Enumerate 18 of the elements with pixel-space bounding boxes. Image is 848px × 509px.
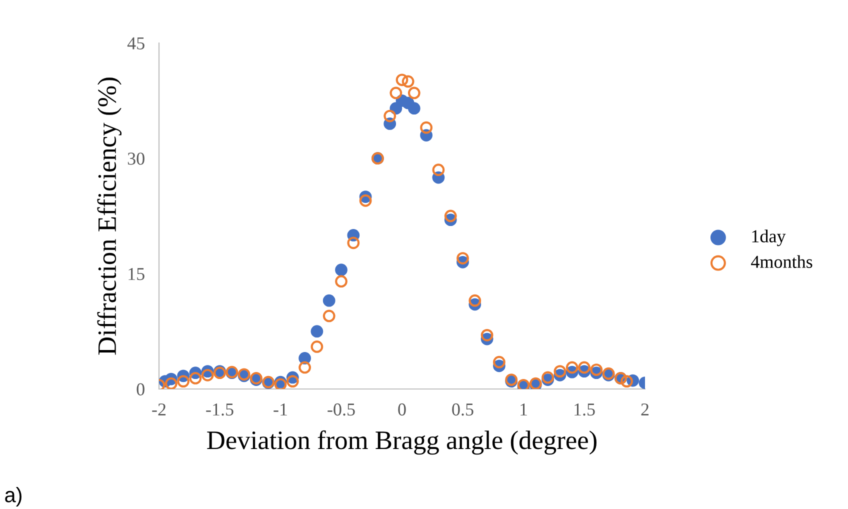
text: a) <box>5 487 22 506</box>
x-tick-label: 1.5 <box>574 404 595 416</box>
x-tick-label: 0.5 <box>452 403 474 416</box>
x-tick-label: -1 <box>274 404 287 416</box>
x-tick-label: 2 <box>641 403 649 416</box>
legend-label: 4months <box>751 255 812 268</box>
x-tick-label: -2 <box>152 403 166 416</box>
x-tick-label: -1.5 <box>206 404 234 416</box>
legend-label: 1day <box>752 230 786 246</box>
x-tick-label: 1 <box>520 404 527 416</box>
y-tick-label: 0 <box>136 383 144 396</box>
x-tick-label: -0.5 <box>328 403 355 416</box>
y-tick-label: 15 <box>128 268 144 280</box>
x-axis-title: Deviation from Bragg angle (degree) <box>207 430 596 455</box>
y-axis-title: Diffraction Efficiency (%) <box>97 78 122 355</box>
x-tick-label: 0 <box>398 403 406 416</box>
y-tick-label: 45 <box>127 37 144 50</box>
y-tick-label: 30 <box>128 152 144 165</box>
